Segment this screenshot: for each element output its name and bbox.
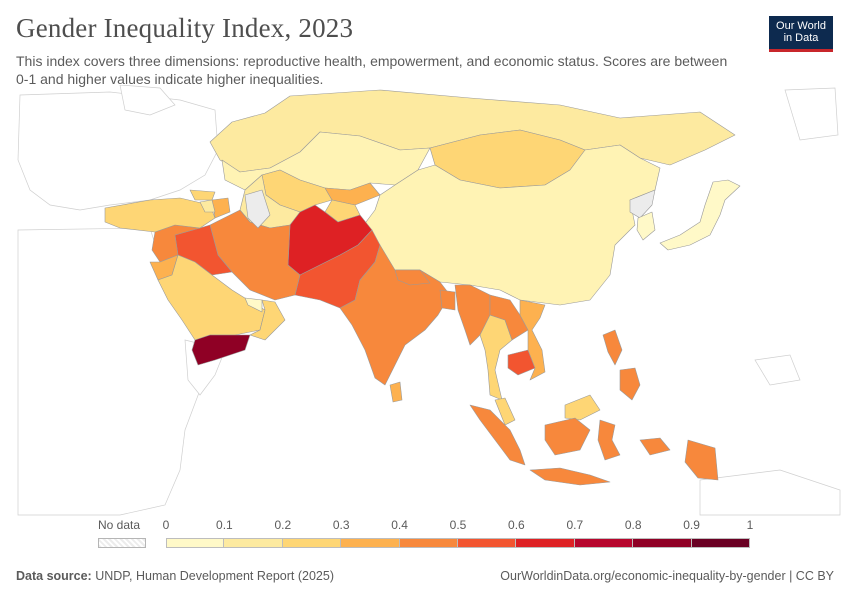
legend-bin[interactable] bbox=[399, 538, 458, 548]
chart-title: Gender Inequality Index, 2023 bbox=[16, 13, 354, 43]
legend-bin[interactable] bbox=[458, 538, 517, 548]
country-south-korea[interactable] bbox=[636, 211, 656, 241]
country-cambodia[interactable] bbox=[507, 349, 536, 376]
country-bangladesh[interactable] bbox=[439, 289, 456, 311]
choropleth-map bbox=[17, 85, 841, 516]
data-source: Data source: UNDP, Human Development Rep… bbox=[16, 569, 334, 583]
legend-tick-label: 0.9 bbox=[683, 518, 700, 532]
alaska-outline bbox=[784, 87, 839, 141]
country-georgia[interactable] bbox=[189, 189, 216, 201]
country-north-korea bbox=[629, 189, 656, 219]
legend-bin[interactable] bbox=[633, 538, 692, 548]
legend-tick-label: 0 bbox=[162, 518, 170, 532]
owid-logo[interactable]: Our World in Data bbox=[769, 16, 833, 52]
country-turkey[interactable] bbox=[104, 197, 216, 233]
country-azerbaijan[interactable] bbox=[211, 197, 231, 219]
scandinavia-outline bbox=[119, 85, 176, 116]
logo-line-2: in Data bbox=[783, 32, 819, 44]
country-oman[interactable] bbox=[249, 299, 286, 341]
country-philippines[interactable] bbox=[602, 329, 641, 401]
legend-tick-label: 0.6 bbox=[508, 518, 525, 532]
legend-bin[interactable] bbox=[516, 538, 575, 548]
country-yemen[interactable] bbox=[191, 334, 251, 366]
legend-bin[interactable] bbox=[574, 538, 634, 548]
legend-bin[interactable] bbox=[691, 538, 750, 548]
country-papua-new-guinea[interactable] bbox=[684, 439, 719, 481]
europe-outline bbox=[17, 91, 219, 211]
legend-tick-label: 0.5 bbox=[449, 518, 467, 532]
country-thailand[interactable] bbox=[479, 314, 513, 401]
country-armenia[interactable] bbox=[199, 199, 216, 213]
source-text: UNDP, Human Development Report (2025) bbox=[95, 569, 334, 583]
country-sri-lanka[interactable] bbox=[389, 381, 403, 403]
country-nepal[interactable] bbox=[394, 269, 431, 286]
country-shapes bbox=[104, 89, 741, 486]
legend-bin[interactable] bbox=[166, 538, 225, 548]
legend-tick-label: 0.3 bbox=[332, 518, 350, 532]
legend-nodata-swatch bbox=[98, 538, 146, 548]
legend-tick-label: 1 bbox=[746, 518, 754, 532]
chart-subtitle: This index covers three dimensions: repr… bbox=[16, 53, 728, 87]
country-laos[interactable] bbox=[489, 294, 529, 341]
country-indonesia[interactable] bbox=[469, 404, 671, 486]
country-japan[interactable] bbox=[659, 179, 741, 251]
legend-nodata-label: No data bbox=[98, 518, 141, 532]
legend-tick-label: 0.8 bbox=[624, 518, 642, 532]
legend-tick-label: 0.7 bbox=[566, 518, 584, 532]
legend-tick-label: 0.4 bbox=[391, 518, 408, 532]
source-label: Data source: bbox=[16, 569, 92, 583]
footer-link[interactable]: OurWorldinData.org/economic-inequality-b… bbox=[500, 569, 834, 583]
pacific-island-outline bbox=[754, 354, 801, 386]
country-caspian-nodata bbox=[244, 189, 271, 229]
legend-tick-label: 0.1 bbox=[216, 518, 233, 532]
country-malaysia[interactable] bbox=[494, 394, 601, 426]
logo-line-1: Our World bbox=[776, 20, 826, 32]
legend-bin[interactable] bbox=[282, 538, 342, 548]
legend-tick-label: 0.2 bbox=[274, 518, 292, 532]
color-legend: No data 0 0.1 0.2 0.3 0.4 0.5 0.6 0.7 0.8 0.9 1 bbox=[96, 518, 756, 554]
country-uae[interactable] bbox=[244, 297, 263, 313]
country-vietnam[interactable] bbox=[519, 299, 546, 381]
australia-outline bbox=[699, 469, 841, 516]
legend-bin[interactable] bbox=[224, 538, 283, 548]
legend-bin[interactable] bbox=[341, 538, 400, 548]
